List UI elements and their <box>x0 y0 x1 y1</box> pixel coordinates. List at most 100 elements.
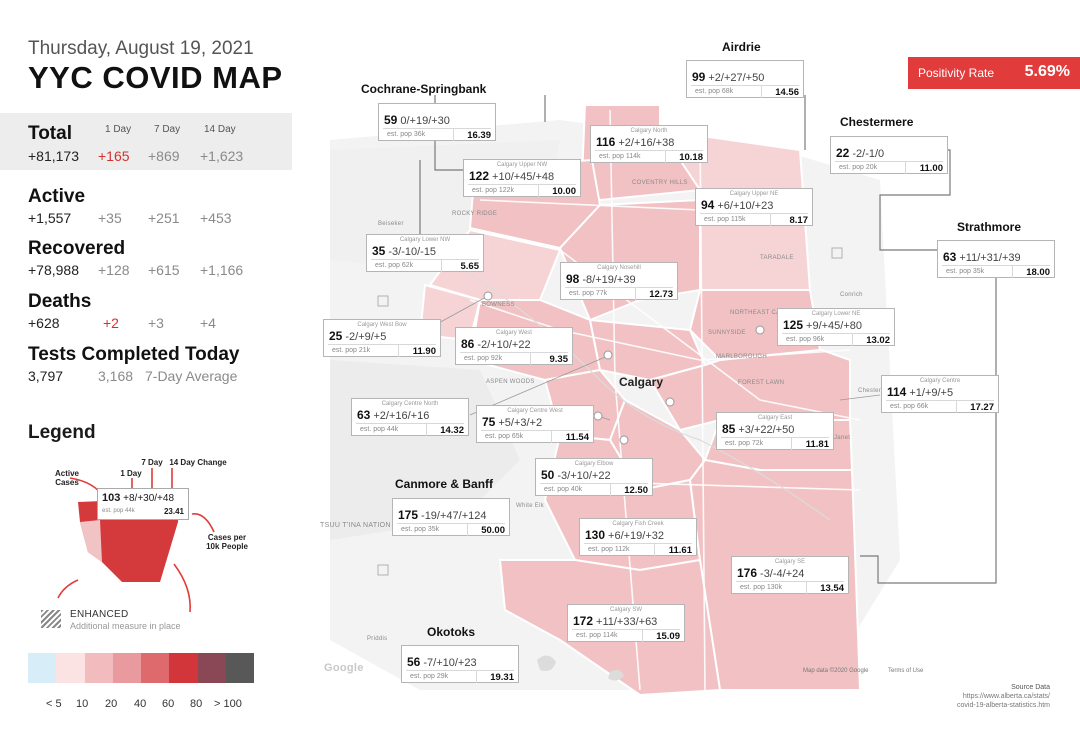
deaths-value: +628 <box>28 315 60 331</box>
district-separator <box>852 334 853 346</box>
district-cases: 122 +10/+45/+48 <box>469 169 554 183</box>
district-box-fish-creek[interactable]: Calgary Fish Creek 130 +6/+19/+32 est. pop … <box>579 518 697 556</box>
district-box-sw[interactable]: Calgary SW 172 +11/+33/+63 est. pop 114k 15.… <box>567 604 685 642</box>
district-box-upper-ne[interactable]: Calgary Upper NE 94 +6/+10/+23 est. pop 115… <box>695 188 813 226</box>
district-divider <box>942 265 1050 266</box>
district-rate: 19.31 <box>490 672 514 683</box>
district-box-airdrie[interactable]: 99 +2/+27/+50 est. pop 68k 14.56 <box>686 60 804 98</box>
district-box-centre-west[interactable]: Calgary Centre West 75 +5/+3/+2 est. pop 65… <box>476 405 594 443</box>
district-rate: 13.54 <box>820 583 844 594</box>
district-separator <box>642 630 643 642</box>
district-rate: 17.27 <box>970 402 994 413</box>
district-cases: 172 +11/+33/+63 <box>573 614 657 628</box>
scale-label: 60 <box>162 698 175 710</box>
district-divider <box>565 287 673 288</box>
district-pop: est. pop 36k <box>387 131 426 138</box>
district-box-cochrane[interactable]: 59 0/+19/+30 est. pop 36k 16.39 <box>378 103 496 141</box>
positivity-label: Positivity Rate <box>918 66 995 80</box>
district-pop: est. pop 72k <box>725 440 764 447</box>
district-divider <box>691 85 799 86</box>
district-box-west[interactable]: Calgary West 86 -2/+10/+22 est. pop 92k 9.35 <box>455 327 573 365</box>
scale-swatch-5 <box>169 653 198 683</box>
district-change: +1/+9/+5 <box>909 387 954 399</box>
district-box-canmore[interactable]: 175 -19/+47/+124 est. pop 35k 50.00 <box>392 498 510 536</box>
district-box-west-bow[interactable]: Calgary West Bow 25 -2/+9/+5 est. pop 21k 11… <box>323 319 441 357</box>
district-box-lower-ne[interactable]: Calgary Lower NE 125 +9/+45/+80 est. pop 96… <box>777 308 895 346</box>
district-rate: 14.56 <box>775 87 799 98</box>
district-cases: 25 -2/+9/+5 <box>329 329 386 343</box>
district-cases: 125 +9/+45/+80 <box>783 318 862 332</box>
source-url-1[interactable]: https://www.alberta.ca/stats/ <box>962 693 1050 700</box>
district-divider <box>886 400 994 401</box>
district-box-centre[interactable]: Calgary Centre 114 +1/+9/+5 est. pop 66k 17.… <box>881 375 999 413</box>
total-value: +81,173 <box>28 148 79 164</box>
district-active-cases: 94 <box>701 198 715 212</box>
district-separator <box>770 214 771 226</box>
district-name: Calgary SW <box>609 607 642 613</box>
scale-label: 40 <box>134 698 147 710</box>
area-label-chestermere: Chestermere <box>840 115 914 129</box>
district-active-cases: 56 <box>407 655 421 669</box>
legend-example-box: 103 +8/+30/+48 est. pop 44k 23.41 <box>97 488 189 520</box>
legend-arrow-down <box>173 563 191 613</box>
district-box-upper-nw[interactable]: Calgary Upper NW 122 +10/+45/+48 est. pop 1… <box>463 159 581 197</box>
legend-sample-neighbor <box>80 520 102 562</box>
district-name: Calgary Upper NW <box>496 162 548 168</box>
district-change: -8/+19/+39 <box>582 274 636 286</box>
district-cases: 94 +6/+10/+23 <box>701 198 773 212</box>
district-change: +10/+45/+48 <box>492 171 555 183</box>
district-pop: est. pop 115k <box>704 216 746 223</box>
district-rate: 13.02 <box>866 335 890 346</box>
district-change: +11/+31/+39 <box>959 252 1021 264</box>
district-name: Calgary Nosehill <box>597 265 641 271</box>
district-change: 0/+19/+30 <box>400 115 450 127</box>
district-rate: 11.00 <box>919 163 943 174</box>
district-box-north[interactable]: Calgary North 116 +2/+16/+38 est. pop 114k 1… <box>590 125 708 163</box>
map-label-forest-lawn: FOREST LAWN <box>738 380 785 386</box>
district-divider <box>700 213 808 214</box>
district-box-okotoks[interactable]: 56 -7/+10/+23 est. pop 29k 19.31 <box>401 645 519 683</box>
district-box-se[interactable]: Calgary SE 176 -3/-4/+24 est. pop 130k 13.54 <box>731 556 849 594</box>
terms-of-use-link[interactable]: Terms of Use <box>888 668 924 674</box>
legend-title: Legend <box>28 422 96 443</box>
enhanced-title: ENHANCED <box>70 609 129 620</box>
map-label-ne-calgary: NORTHEAST CALGARY <box>730 310 803 316</box>
district-box-nosehill[interactable]: Calgary Nosehill 98 -8/+19/+39 est. pop 77k… <box>560 262 678 300</box>
map-label-tsuutina: TSUU T'INA NATION 145 <box>320 522 406 529</box>
district-cases: 116 +2/+16/+38 <box>596 135 674 149</box>
district-pop: est. pop 92k <box>464 355 503 362</box>
legend-arrow-cases-per <box>191 513 215 533</box>
tests-value: 3,797 <box>28 368 64 384</box>
district-rate: 9.35 <box>549 354 569 365</box>
district-pop: est. pop 68k <box>695 88 734 95</box>
district-markers <box>483 291 765 445</box>
scale-label: 20 <box>105 698 118 710</box>
scale-label: 10 <box>76 698 89 710</box>
area-label-strathmore: Strathmore <box>957 220 1022 234</box>
district-active-cases: 130 <box>585 528 606 542</box>
district-active-cases: 98 <box>566 272 580 286</box>
district-change: -2/+10/+22 <box>477 339 531 351</box>
district-box-lower-nw[interactable]: Calgary Lower NW 35 -3/-10/-15 est. pop 62k… <box>366 234 484 272</box>
district-box-centre-north[interactable]: Calgary Centre North 63 +2/+16/+16 est. pop… <box>351 398 469 436</box>
total-1day: +165 <box>98 148 130 164</box>
district-pop: est. pop 20k <box>839 164 878 171</box>
district-active-cases: 63 <box>943 250 957 264</box>
scale-swatch-2 <box>84 653 113 683</box>
district-rate: 11.81 <box>805 439 829 450</box>
district-rate: 5.65 <box>460 261 480 272</box>
source-url-2[interactable]: covid-19-alberta-statistics.htm <box>957 702 1050 709</box>
district-cases: 75 +5/+3/+2 <box>482 415 542 429</box>
map-label-rocky-ridge: ROCKY RIDGE <box>452 211 498 217</box>
district-box-strathmore[interactable]: 63 +11/+31/+39 est. pop 35k 18.00 <box>937 240 1055 278</box>
district-box-chestermere[interactable]: 22 -2/-1/0 est. pop 20k 11.00 <box>830 136 948 174</box>
district-separator <box>654 544 655 556</box>
district-separator <box>1012 266 1013 278</box>
district-box-elbow[interactable]: Calgary Elbow 50 -3/+10/+22 est. pop 40k 12.… <box>535 458 653 496</box>
map-poi-icon <box>377 295 389 307</box>
map-poi-icon <box>831 247 843 259</box>
district-box-east[interactable]: Calgary East 85 +3/+22/+50 est. pop 72k 11.8… <box>716 412 834 450</box>
district-pop: est. pop 122k <box>472 187 515 194</box>
legend-note-1day: 1 Day <box>120 469 142 478</box>
district-divider <box>328 344 436 345</box>
